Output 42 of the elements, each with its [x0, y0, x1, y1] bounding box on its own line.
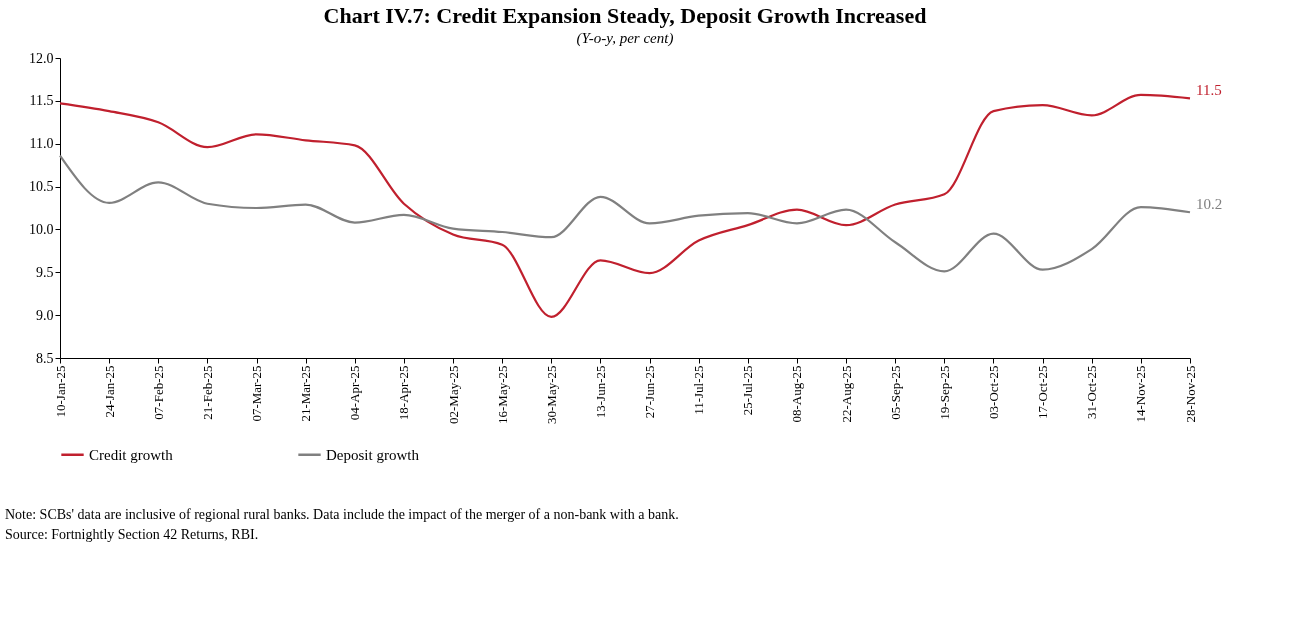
- y-tick-label: 9.5: [36, 264, 54, 280]
- text: Note: SCBs' data are inclusive of regional rural banks. Data include the impact of the merger of a non-bank with a bank.: [5, 507, 679, 522]
- x-tick-label: 16-May-25: [494, 365, 510, 424]
- x-tick-label: 05-Sep-25: [887, 365, 903, 420]
- x-tick-label: 11-Jul-25: [691, 365, 707, 415]
- x-tick-label: 24-Jan-25: [101, 365, 117, 418]
- x-tick-label: 28-Nov-25: [1182, 365, 1198, 423]
- line-series: [58, 93, 1192, 318]
- x-tick-label: 25-Jul-25: [740, 365, 756, 416]
- x-tick-label: 21-Mar-25: [298, 365, 314, 422]
- line-series: [58, 154, 1192, 273]
- source-note: Source: Fortnightly Section 42 Returns, RBI.: [5, 527, 259, 542]
- data-label: 10.2: [1196, 196, 1223, 213]
- y-tick-label: 12.0: [29, 50, 54, 66]
- y-tick-label: 9.0: [36, 307, 54, 323]
- x-tick-label: 27-Jun-25: [642, 365, 658, 419]
- x-tick-label: 03-Oct-25: [985, 365, 1001, 419]
- x-tick-label: 04-Apr-25: [347, 365, 363, 421]
- x-tick-label: 18-Apr-25: [396, 365, 412, 421]
- data-label: 11.5: [1196, 82, 1222, 99]
- legend-label: Deposit growth: [326, 446, 420, 463]
- chart-subtitle: (Y-o-y, per cent): [576, 30, 674, 47]
- y-tick-label: 11.5: [29, 93, 54, 109]
- x-tick-label: 30-May-25: [543, 365, 559, 424]
- x-tick-label: 13-Jun-25: [592, 365, 608, 419]
- y-tick-label: 8.5: [36, 350, 54, 366]
- x-tick-label: 10-Jan-25: [52, 365, 68, 418]
- x-tick-label: 31-Oct-25: [1084, 365, 1100, 419]
- x-tick-label: 08-Aug-25: [789, 365, 805, 423]
- legend-label: Credit growth: [89, 446, 174, 463]
- x-tick-label: 14-Nov-25: [1133, 365, 1149, 423]
- y-tick-label: 10.5: [29, 179, 54, 195]
- x-tick-label: 19-Sep-25: [936, 365, 952, 420]
- x-tick-label: 02-May-25: [445, 365, 461, 424]
- x-tick-label: 07-Mar-25: [249, 365, 265, 422]
- y-tick-label: 11.0: [29, 136, 54, 152]
- x-tick-label: 22-Aug-25: [838, 365, 854, 423]
- x-tick-label: 07-Feb-25: [150, 365, 166, 420]
- y-tick-label: 10.0: [29, 221, 54, 237]
- x-tick-label: 17-Oct-25: [1035, 365, 1051, 419]
- chart-title: Chart IV.7: Credit Expansion Steady, Deposit Growth Increased: [323, 3, 927, 28]
- x-tick-label: 21-Feb-25: [199, 365, 215, 420]
